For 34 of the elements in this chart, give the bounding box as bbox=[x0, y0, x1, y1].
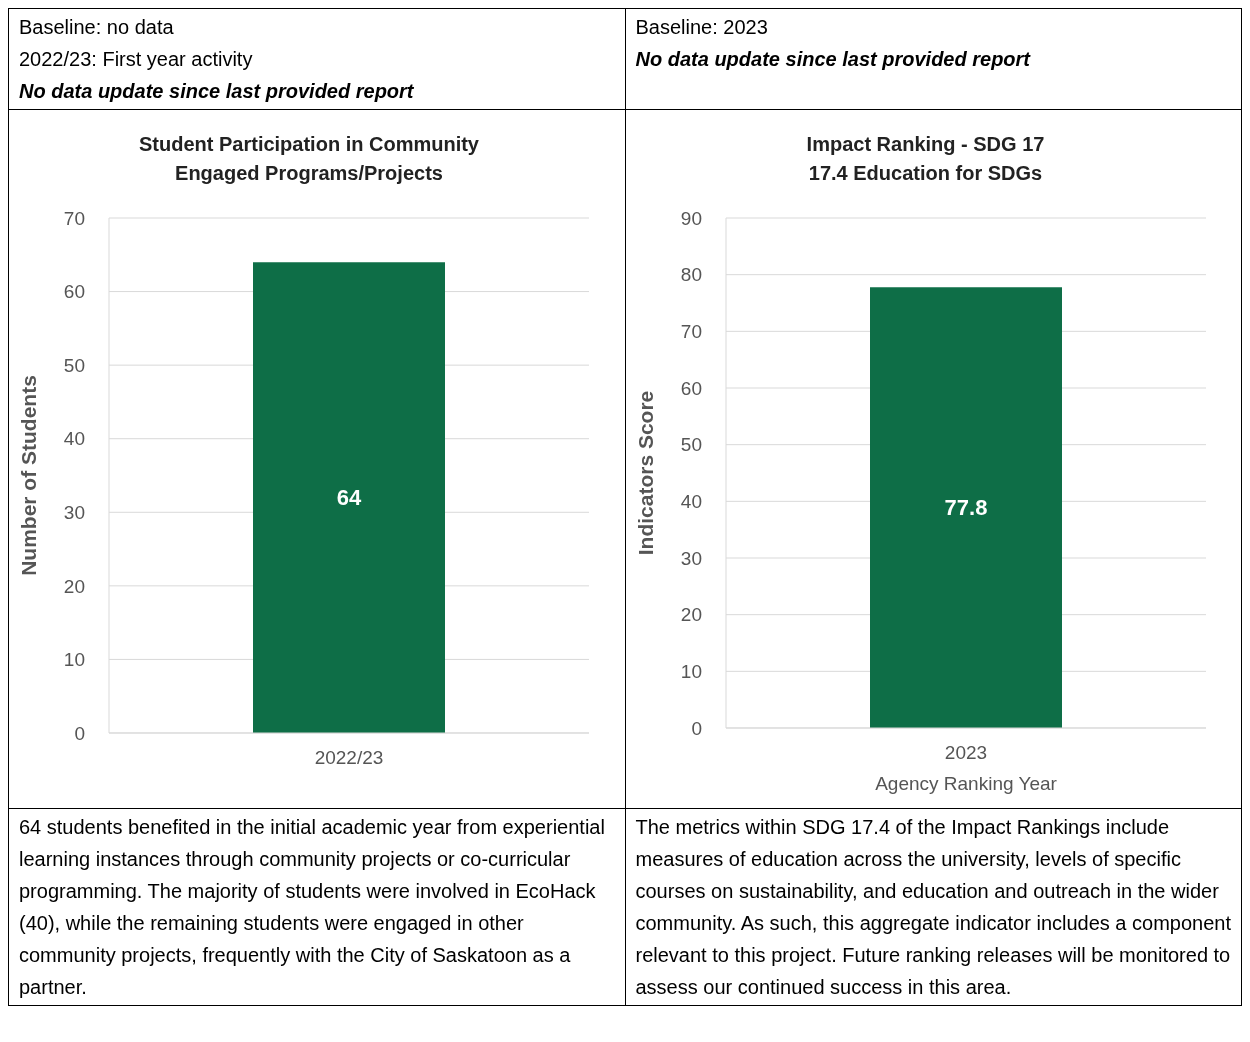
y-tick-label: 20 bbox=[63, 575, 85, 597]
y-tick-label: 60 bbox=[63, 281, 85, 303]
y-tick-label: 90 bbox=[680, 207, 702, 229]
y-tick-label: 50 bbox=[63, 354, 85, 376]
x-tick-label: 2023 bbox=[944, 742, 987, 764]
x-axis-title: Agency Ranking Year bbox=[874, 773, 1058, 794]
y-tick-label: 0 bbox=[74, 722, 85, 744]
y-tick-label: 40 bbox=[63, 428, 85, 450]
data-label: 77.8 bbox=[944, 495, 987, 521]
y-tick-label: 70 bbox=[63, 207, 85, 229]
text: No data update since last provided report bbox=[635, 47, 1032, 72]
y-tick-label: 20 bbox=[680, 604, 702, 626]
text: 2022/23: First year activity bbox=[19, 47, 254, 72]
y-tick-label: 80 bbox=[680, 264, 702, 286]
y-tick-label: 10 bbox=[680, 661, 702, 683]
y-tick-label: 60 bbox=[680, 377, 702, 399]
y-tick-label: 40 bbox=[680, 491, 702, 513]
data-label: 64 bbox=[336, 485, 362, 511]
y-tick-label: 30 bbox=[680, 547, 702, 569]
y-axis-title: Indicators Score bbox=[633, 390, 657, 556]
y-axis-title: Number of Students bbox=[17, 375, 41, 576]
x-tick-label: 2022/23 bbox=[314, 747, 384, 769]
y-tick-label: 10 bbox=[63, 649, 85, 671]
text: Baseline: 2023 bbox=[635, 15, 769, 40]
text: 64 students benefited in the initial academic year from experiential learning instances through community projects or co-curricular programming. The majority of students were involved in EcoHack (40), while the remaining students were engaged in other community projects, frequently with the City of Saskatoon as a partner. bbox=[8, 808, 625, 1006]
text: The metrics within SDG 17.4 of the Impact Rankings include measures of education across the university, levels of specific courses on sustainability, and education and outreach in the wider community. As such, this aggregate indicator includes a component relevant to this project. Future ranking releases will be monitored to assess our continued success in this area. bbox=[625, 808, 1242, 1006]
y-tick-label: 30 bbox=[63, 502, 85, 524]
y-tick-label: 70 bbox=[680, 321, 702, 343]
text: No data update since last provided report bbox=[19, 79, 415, 104]
chart-title: Impact Ranking - SDG 17 17.4 Education for SDGs bbox=[805, 132, 1046, 186]
y-tick-label: 0 bbox=[690, 717, 702, 739]
chart-title: Student Participation in Community Engaged Programs/Projects bbox=[138, 132, 480, 186]
text: Baseline: no data bbox=[19, 15, 175, 40]
y-tick-label: 50 bbox=[680, 434, 702, 456]
